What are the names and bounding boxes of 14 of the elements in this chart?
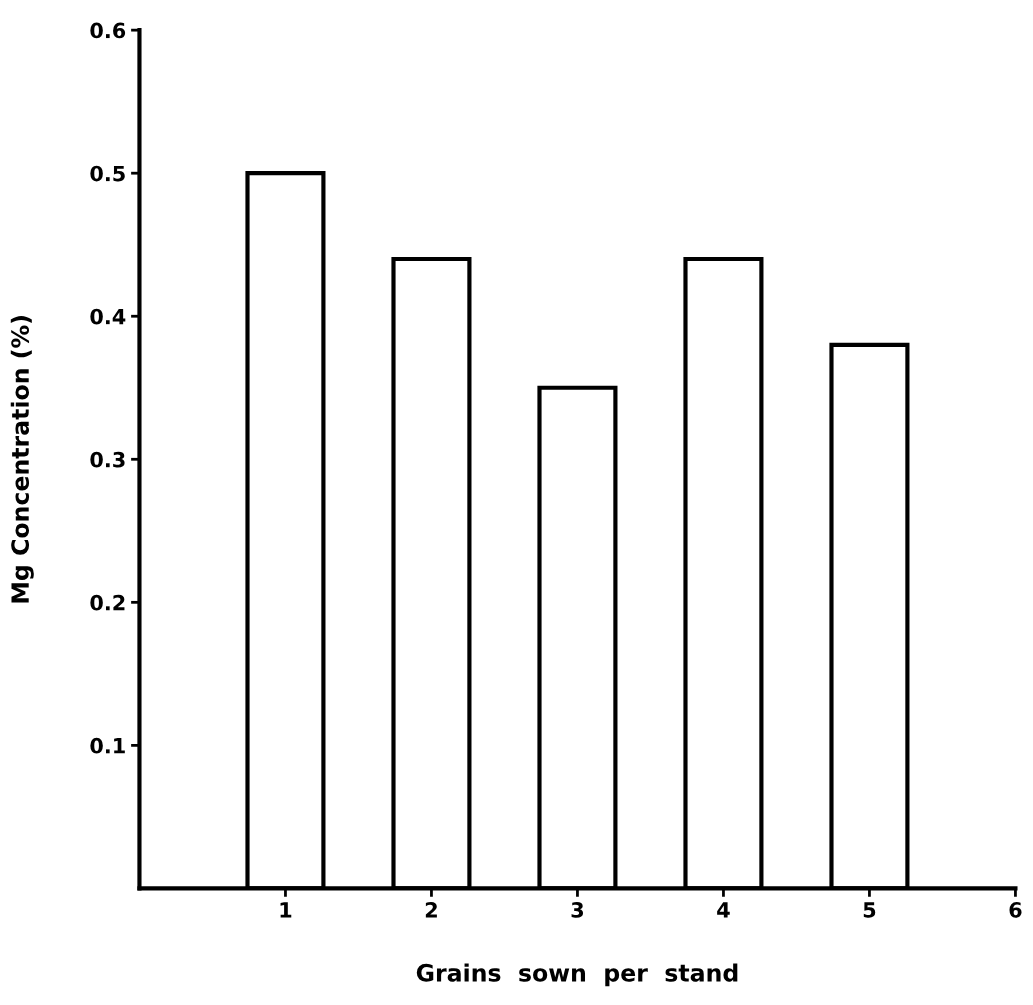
x-axis-title: Grains sown per stand [416, 963, 738, 987]
y-tick-label: 0.3 [90, 451, 125, 468]
y-tick-label: 0.4 [90, 308, 126, 325]
y-axis-title: Mg Concentration (%) [10, 316, 34, 603]
y-tick-label: 0.1 [90, 737, 125, 754]
x-tick-label: 4 [717, 902, 730, 918]
x-tick-label: 6 [1009, 902, 1022, 918]
x-tick-label: 3 [571, 901, 584, 918]
y-tick-label: 0.2 [90, 594, 125, 611]
x-tick-label: 5 [863, 902, 876, 918]
y-tick-label: 0.5 [90, 165, 125, 182]
x-tick-label: 1 [280, 902, 292, 918]
y-tick-label: 0.6 [90, 22, 126, 39]
x-tick-label: 2 [425, 901, 437, 918]
